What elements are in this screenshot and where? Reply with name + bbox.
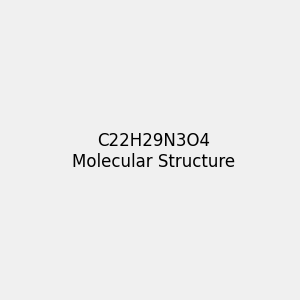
Text: C22H29N3O4
Molecular Structure: C22H29N3O4 Molecular Structure [72, 132, 235, 171]
